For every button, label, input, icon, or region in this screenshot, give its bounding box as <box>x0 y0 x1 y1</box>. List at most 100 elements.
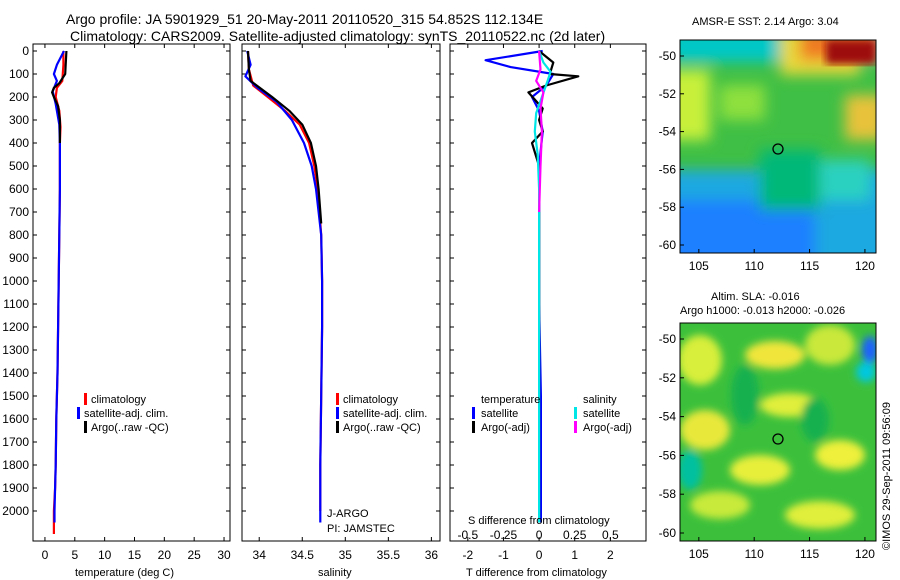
depth-tick-label: 500 <box>9 159 29 173</box>
legend-swatch-satellite <box>336 407 339 419</box>
series-line-t-satellite <box>484 49 555 523</box>
x-tick-label: 35.5 <box>377 548 401 562</box>
lon-tick-label: 105 <box>689 547 709 561</box>
x-tick-label: 0 <box>42 548 49 562</box>
depth-tick-label: 1600 <box>2 412 29 426</box>
legend-swatch-s-satellite <box>574 407 577 419</box>
sla-title: Altim. SLA: -0.016 <box>711 291 800 303</box>
legend-swatch-t-satellite <box>472 407 475 419</box>
depth-tick-label: 1900 <box>2 481 29 495</box>
depth-tick-label: 300 <box>9 113 29 127</box>
lat-tick-label: -54 <box>659 410 677 424</box>
legend-label-satellite: satellite-adj. clim. <box>343 408 427 420</box>
lon-tick-label: 120 <box>855 547 875 561</box>
depth-tick-label: 0 <box>22 44 29 58</box>
annotation-jargo: J-ARGO <box>327 508 369 520</box>
x-tick-label: 30 <box>217 548 231 562</box>
depth-tick-label: 700 <box>9 205 29 219</box>
series-line-climatology <box>246 50 324 511</box>
depth-tick-label: 1400 <box>2 366 29 380</box>
s-tick-label: -0.5 <box>457 528 478 542</box>
lon-tick-label: 110 <box>745 259 764 273</box>
series-line-satellite-adj-clim- <box>244 50 324 523</box>
legend-label-climatology: climatology <box>343 394 399 406</box>
legend-swatch-satellite <box>77 407 80 419</box>
legend-label-argo: Argo(..raw -QC) <box>91 422 169 434</box>
depth-tick-label: 1700 <box>2 435 29 449</box>
depth-tick-label: 800 <box>9 228 29 242</box>
legend-swatch-argo <box>84 421 87 433</box>
lon-tick-label: 120 <box>855 259 875 273</box>
legend-title-temperature: temperature <box>481 394 540 406</box>
sst-argo-marker <box>772 143 784 155</box>
legend-label-t-argo: Argo(-adj) <box>481 422 530 434</box>
lat-tick-label: -52 <box>659 87 677 101</box>
temperature-axes <box>32 43 231 542</box>
difference-xlabel-salinity: S difference from climatology <box>468 515 610 527</box>
series-line-s-salinity-satellite <box>533 50 552 523</box>
depth-tick-label: 2000 <box>2 504 29 518</box>
lat-tick-label: -56 <box>659 448 677 462</box>
legend-label-s-satellite: satellite <box>583 408 620 420</box>
lon-tick-label: 105 <box>689 259 709 273</box>
difference-legend: temperature satellite Argo(-adj) salinit… <box>472 394 632 434</box>
lat-tick-label: -58 <box>659 487 677 501</box>
s-tick-label: 0.25 <box>563 528 587 542</box>
annotation-pi: PI: JAMSTEC <box>327 523 395 535</box>
sst-axes <box>679 39 877 254</box>
series-line-satellite-adj-clim- <box>51 50 65 523</box>
legend-label-satellite: satellite-adj. clim. <box>84 408 168 420</box>
depth-tick-label: 1500 <box>2 389 29 403</box>
sst-title: AMSR-E SST: 2.14 Argo: 3.04 <box>692 16 839 28</box>
s-tick-label: 0 <box>536 528 543 542</box>
lat-tick-label: -50 <box>659 49 677 63</box>
lon-tick-label: 115 <box>800 259 819 273</box>
legend-title-salinity: salinity <box>583 394 617 406</box>
temperature-xlabel: temperature (deg C) <box>75 567 174 579</box>
lat-tick-label: -54 <box>659 125 677 139</box>
x-tick-label: 35 <box>339 548 353 562</box>
legend-label-t-satellite: satellite <box>481 408 518 420</box>
depth-tick-label: 600 <box>9 182 29 196</box>
x-tick-label: 34.5 <box>291 548 315 562</box>
depth-tick-label: 900 <box>9 251 29 265</box>
depth-tick-label: 1800 <box>2 458 29 472</box>
series-line-argo-raw-qc- <box>246 50 323 224</box>
s-tick-label: -0.25 <box>490 528 518 542</box>
legend-label-argo: Argo(..raw -QC) <box>343 422 421 434</box>
legend-label-climatology: climatology <box>91 394 147 406</box>
lat-tick-label: -60 <box>659 526 677 540</box>
sla-argo-marker <box>772 433 784 445</box>
x-tick-label: 34 <box>253 548 267 562</box>
x-tick-label: 10 <box>98 548 112 562</box>
depth-tick-label: 1200 <box>2 320 29 334</box>
figure-title-line1: Argo profile: JA 5901929_51 20-May-2011 … <box>66 11 543 27</box>
x-tick-label: 20 <box>158 548 172 562</box>
lon-tick-label: 115 <box>800 547 819 561</box>
legend-swatch-argo <box>336 421 339 433</box>
difference-axes <box>449 43 647 542</box>
lat-tick-label: -60 <box>659 238 677 252</box>
salinity-axes <box>241 43 441 542</box>
depth-tick-label: 1000 <box>2 274 29 288</box>
x-tick-label: 0 <box>536 548 543 562</box>
series-line-s-argo-adj- <box>535 50 545 213</box>
difference-xlabel: T difference from climatology <box>466 567 607 579</box>
figure-title-line2: Climatology: CARS2009. Satellite-adjuste… <box>70 28 605 44</box>
depth-tick-label: 1300 <box>2 343 29 357</box>
lon-tick-label: 110 <box>745 547 764 561</box>
x-tick-label: 5 <box>71 548 78 562</box>
x-tick-label: 15 <box>128 548 142 562</box>
depth-tick-label: 400 <box>9 136 29 150</box>
sla-subtitle: Argo h1000: -0.013 h2000: -0.026 <box>680 305 845 317</box>
series-line-argo-raw-qc- <box>50 50 68 143</box>
depth-tick-label: 200 <box>9 90 29 104</box>
s-tick-label: 0.5 <box>602 528 619 542</box>
temperature-legend: climatology satellite-adj. clim. Argo(..… <box>77 393 169 434</box>
depth-tick-label: 1100 <box>3 297 29 311</box>
salinity-legend: climatology satellite-adj. clim. Argo(..… <box>336 393 427 434</box>
legend-label-s-argo: Argo(-adj) <box>583 422 632 434</box>
legend-swatch-s-argo <box>574 421 577 433</box>
salinity-xlabel: salinity <box>318 567 352 579</box>
